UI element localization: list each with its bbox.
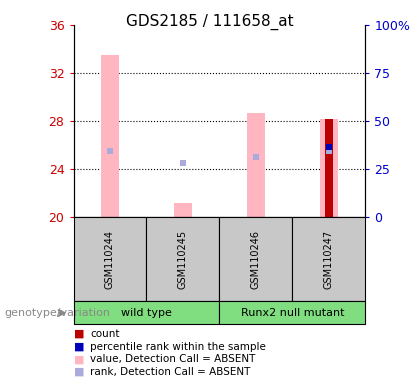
Bar	[320, 119, 338, 217]
Text: Runx2 null mutant: Runx2 null mutant	[241, 308, 344, 318]
Bar	[74, 301, 220, 324]
Text: GDS2185 / 111658_at: GDS2185 / 111658_at	[126, 13, 294, 30]
Text: GSM110245: GSM110245	[178, 230, 188, 289]
Bar	[220, 217, 292, 301]
Text: rank, Detection Call = ABSENT: rank, Detection Call = ABSENT	[90, 367, 251, 377]
Text: percentile rank within the sample: percentile rank within the sample	[90, 342, 266, 352]
Bar	[101, 55, 119, 217]
Text: ■: ■	[74, 354, 84, 364]
Text: value, Detection Call = ABSENT: value, Detection Call = ABSENT	[90, 354, 256, 364]
Text: ■: ■	[74, 367, 84, 377]
Text: count: count	[90, 329, 120, 339]
Bar	[247, 113, 265, 217]
Bar	[174, 203, 192, 217]
Bar	[325, 119, 333, 217]
Text: genotype/variation: genotype/variation	[4, 308, 110, 318]
Text: wild type: wild type	[121, 308, 172, 318]
Text: GSM110244: GSM110244	[105, 230, 115, 289]
Bar	[220, 301, 365, 324]
Text: GSM110246: GSM110246	[251, 230, 261, 289]
Bar	[74, 217, 147, 301]
Text: ■: ■	[74, 342, 84, 352]
Bar	[147, 217, 220, 301]
Text: GSM110247: GSM110247	[324, 230, 334, 289]
Bar	[292, 217, 365, 301]
Text: ■: ■	[74, 329, 84, 339]
